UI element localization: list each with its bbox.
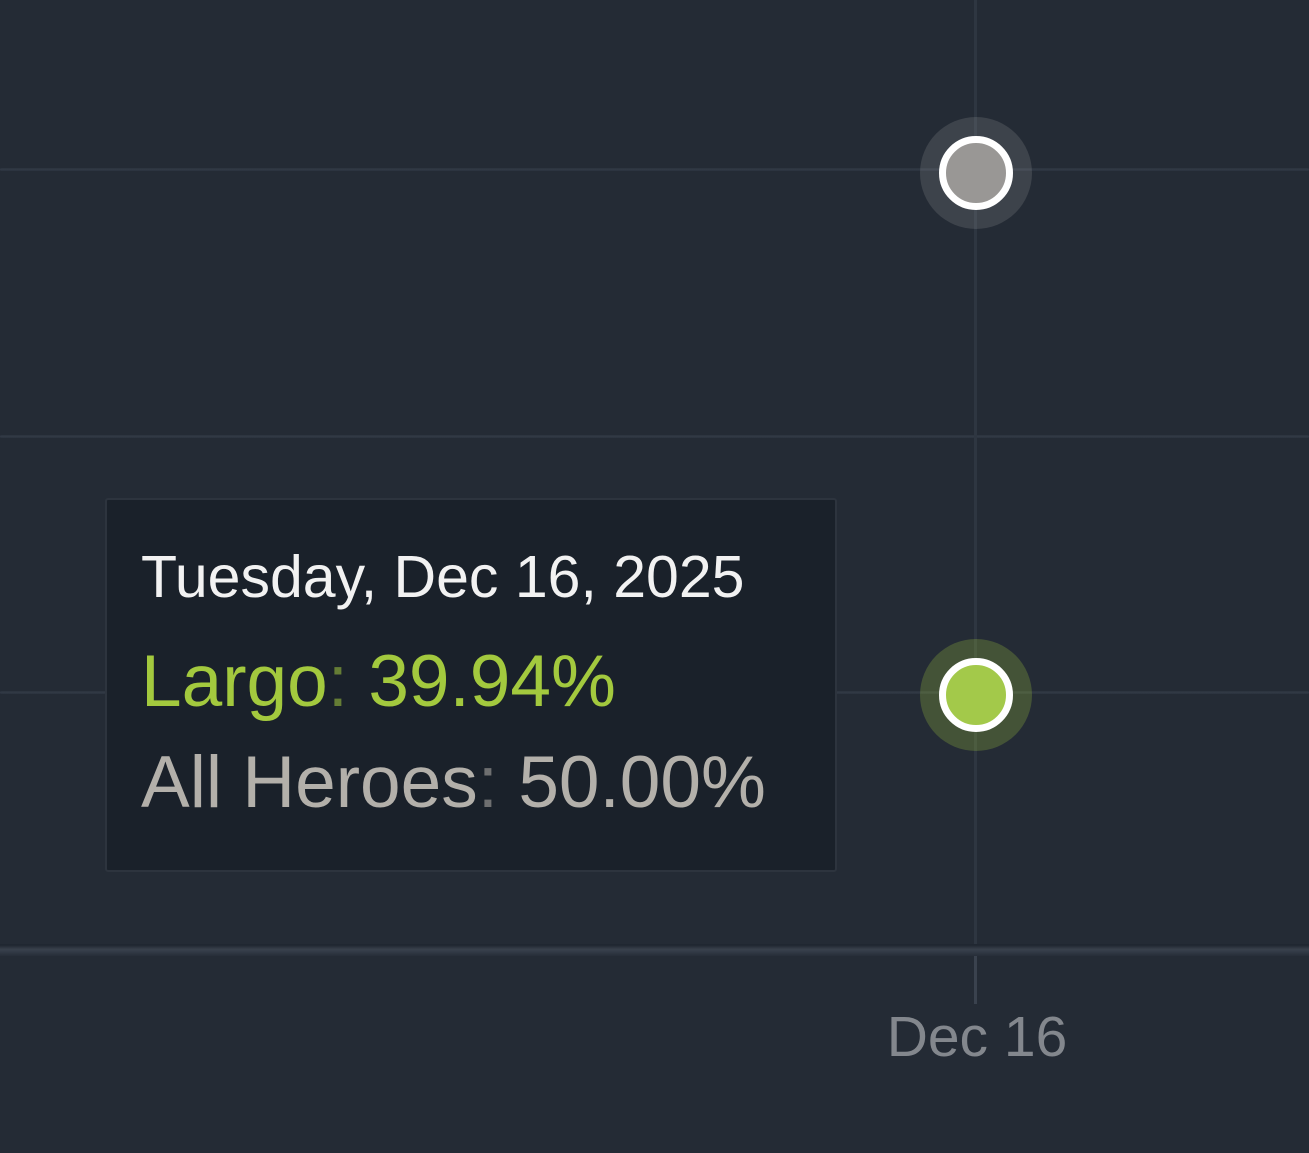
tooltip-date-title: Tuesday, Dec 16, 2025 [141, 544, 745, 610]
x-axis-line [0, 944, 1309, 956]
datapoint-all-heroes[interactable] [920, 117, 1032, 229]
tooltip-largo-label: Largo [141, 641, 328, 723]
gridline-vertical-dec16 [974, 0, 977, 944]
datapoint-all-heroes-dot [939, 136, 1013, 210]
datapoint-largo[interactable] [920, 639, 1032, 751]
tooltip-all-heroes-separator: : [477, 741, 499, 823]
tooltip-all-heroes-value: 50.00% [518, 741, 766, 823]
gridline-horizontal-50 [0, 168, 1309, 171]
x-axis-tick-dec16 [974, 956, 977, 1004]
chart-tooltip: Tuesday, Dec 16, 2025 Largo: 39.94% All … [105, 498, 837, 872]
x-axis-label-dec16: Dec 16 [886, 1005, 1068, 1069]
tooltip-row-largo: Largo: 39.94% [141, 632, 805, 733]
tooltip-largo-value: 39.94% [368, 641, 616, 723]
tooltip-all-heroes-label: All Heroes [141, 741, 478, 823]
gridline-horizontal-45 [0, 435, 1309, 438]
tooltip-largo-separator: : [327, 641, 349, 723]
datapoint-largo-dot [939, 658, 1013, 732]
tooltip-row-all-heroes: All Heroes: 50.00% [141, 733, 805, 834]
